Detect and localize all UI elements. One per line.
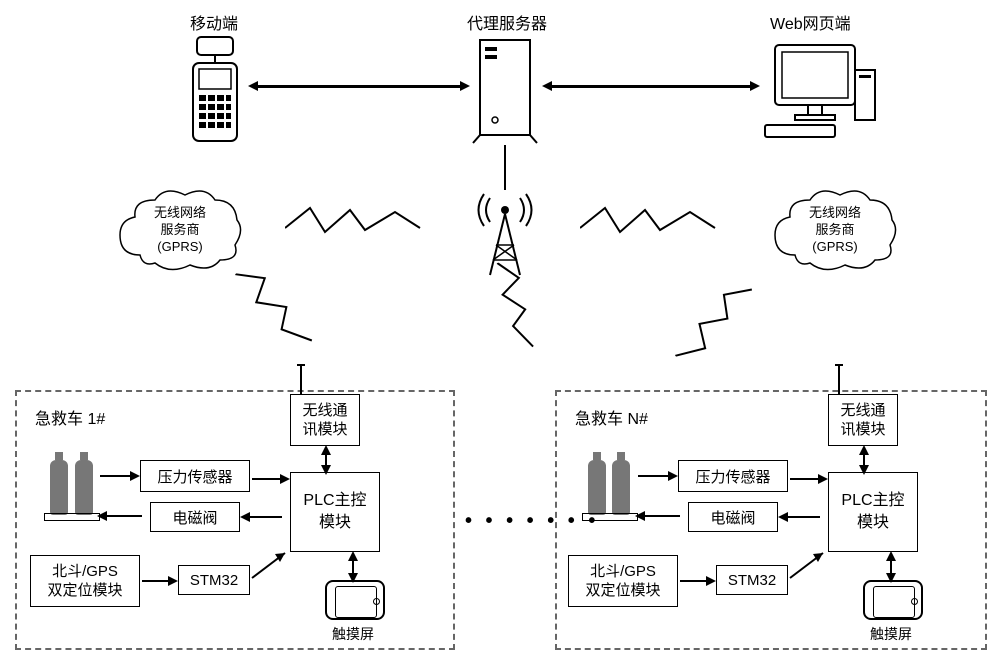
v1-line-pressure-plc: [252, 478, 282, 480]
vn-cylinder-base: [582, 513, 638, 521]
arrowhead-right-1: [460, 81, 470, 91]
v1-valve-label: 电磁阀: [172, 507, 217, 528]
v1-plc-box: PLC主控 模块: [290, 472, 380, 552]
v1-line-cyl-pressure: [100, 475, 132, 477]
vn-ah-l-cv: [635, 511, 645, 521]
v1-touchscreen: [325, 580, 385, 620]
vn-line-cyl-valve: [643, 515, 680, 517]
vn-ah-r-pp: [818, 474, 828, 484]
signal-left-top: [285, 200, 425, 240]
vn-stm32-box: STM32: [716, 565, 788, 595]
vn-wireless-box: 无线通 讯模块: [828, 394, 898, 446]
vn-line-valve-plc: [786, 516, 820, 518]
vn-cylinder-1: [588, 460, 606, 515]
v1-stm32-label: STM32: [190, 572, 238, 589]
v1-ah-r-cp: [130, 471, 140, 481]
v1-ah-r-pp: [280, 474, 290, 484]
vn-wireless-l2: 讯模块: [840, 420, 885, 440]
v1-plc-l1: PLC主控: [303, 490, 366, 512]
v1-ah-l-vp: [240, 512, 250, 522]
v1-line-stm-plc: [250, 548, 295, 583]
cloud-right-l1: 无线网络: [809, 205, 861, 220]
v1-cylinder-1: [50, 460, 68, 515]
vn-line-gps-stm: [680, 580, 708, 582]
vn-ah-up-2: [886, 551, 896, 561]
cloud-left-l3: (GPRS): [157, 239, 203, 254]
vn-line-pressure-plc: [790, 478, 820, 480]
v1-gps-box: 北斗/GPS 双定位模块: [30, 555, 140, 607]
vn-gps-l2: 双定位模块: [585, 581, 660, 601]
web-label: Web网页端: [770, 10, 851, 34]
v1-line-valve-plc: [248, 516, 282, 518]
cloud-right: 无线网络 服务商 (GPRS): [770, 185, 900, 275]
vn-line-cyl-pressure: [638, 475, 670, 477]
arrow-mobile-server: [258, 85, 460, 88]
vehicle-1-title: 急救车 1#: [35, 405, 105, 429]
vn-ah-r-gs: [706, 576, 716, 586]
v1-stm32-box: STM32: [178, 565, 250, 595]
mobile-phone-icon: [185, 35, 245, 145]
vn-antenna: [838, 364, 840, 394]
mobile-label: 移动端: [190, 10, 238, 34]
vn-cylinder-2: [612, 460, 630, 515]
vn-wireless-l1: 无线通: [840, 401, 885, 421]
v1-cylinder-2: [75, 460, 93, 515]
vn-plc-l2: 模块: [857, 512, 889, 534]
v1-wireless-box: 无线通 讯模块: [290, 394, 360, 446]
vn-line-stm-plc: [788, 548, 833, 583]
cloud-left-l2: 服务商: [160, 222, 199, 237]
vn-pressure-box: 压力传感器: [678, 460, 788, 492]
vn-plc-l1: PLC主控: [841, 490, 904, 512]
v1-ah-l-cv: [97, 511, 107, 521]
arrowhead-left-2: [542, 81, 552, 91]
vn-plc-box: PLC主控 模块: [828, 472, 918, 552]
vn-ah-r-cp: [668, 471, 678, 481]
server-icon: [470, 35, 540, 145]
v1-plc-l2: 模块: [319, 512, 351, 534]
signal-right-bottom: [666, 256, 774, 374]
vn-ah-down-2: [886, 573, 896, 583]
cloud-right-l3: (GPRS): [812, 239, 858, 254]
vn-ah-l-vp: [778, 512, 788, 522]
v1-wireless-l2: 讯模块: [302, 420, 347, 440]
proxy-label: 代理服务器: [467, 10, 547, 34]
vn-stm32-label: STM32: [728, 572, 776, 589]
signal-right-top: [580, 200, 720, 240]
v1-ah-down-2: [348, 573, 358, 583]
vn-gps-box: 北斗/GPS 双定位模块: [568, 555, 678, 607]
v1-ah-down-1: [321, 465, 331, 475]
signal-left-bottom: [226, 256, 334, 374]
v1-ah-up-1: [321, 445, 331, 455]
line-server-antenna: [504, 145, 506, 190]
vn-ah-up-1: [859, 445, 869, 455]
v1-ah-up-2: [348, 551, 358, 561]
v1-line-gps-stm: [142, 580, 170, 582]
vn-ah-down-1: [859, 465, 869, 475]
vn-gps-l1: 北斗/GPS: [590, 562, 656, 582]
vn-pressure-label: 压力传感器: [695, 466, 770, 487]
v1-ah-r-gs: [168, 576, 178, 586]
v1-touchscreen-label: 触摸屏: [332, 624, 374, 644]
v1-pressure-label: 压力传感器: [157, 466, 232, 487]
vn-valve-box: 电磁阀: [688, 502, 778, 532]
vn-touchscreen: [863, 580, 923, 620]
pc-icon: [760, 40, 880, 140]
v1-pressure-box: 压力传感器: [140, 460, 250, 492]
v1-antenna: [300, 364, 302, 394]
arrowhead-left-1: [248, 81, 258, 91]
arrow-server-web: [552, 85, 750, 88]
v1-gps-l2: 双定位模块: [47, 581, 122, 601]
v1-gps-l1: 北斗/GPS: [52, 562, 118, 582]
v1-line-cyl-valve: [105, 515, 142, 517]
vn-touchscreen-label: 触摸屏: [870, 624, 912, 644]
cloud-left-l1: 无线网络: [154, 205, 206, 220]
cloud-right-l2: 服务商: [815, 222, 854, 237]
v1-wireless-l1: 无线通: [302, 401, 347, 421]
cloud-left: 无线网络 服务商 (GPRS): [115, 185, 245, 275]
vn-valve-label: 电磁阀: [710, 507, 755, 528]
vehicle-n-title: 急救车 N#: [575, 405, 648, 429]
v1-cylinder-base: [44, 513, 100, 521]
v1-valve-box: 电磁阀: [150, 502, 240, 532]
arrowhead-right-2: [750, 81, 760, 91]
